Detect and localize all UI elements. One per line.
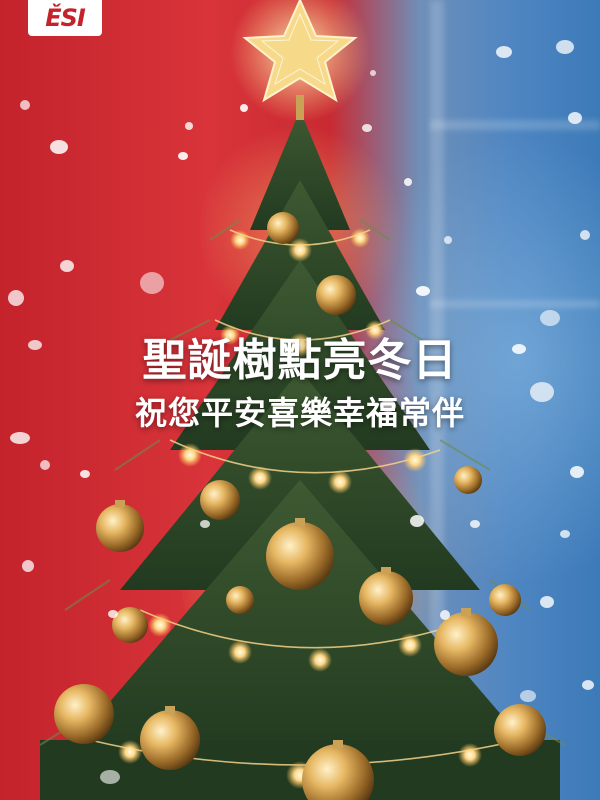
brand-logo: ĚSI (28, 0, 102, 36)
greeting-subtitle: 祝您平安喜樂幸福常伴 (134, 394, 465, 432)
star-topper-icon (230, 0, 370, 122)
tree-foliage (39, 110, 566, 800)
logo-text: ĚSI (45, 4, 86, 32)
window-frame-horizontal-lower (430, 300, 600, 308)
gold-ornaments (54, 212, 546, 800)
greeting-text-block: 聖誕樹點亮冬日 祝您平安喜樂幸福常伴 (0, 332, 600, 436)
greeting-title: 聖誕樹點亮冬日 (142, 335, 458, 386)
window-frame-horizontal (430, 120, 600, 130)
light-bulbs (118, 228, 482, 789)
